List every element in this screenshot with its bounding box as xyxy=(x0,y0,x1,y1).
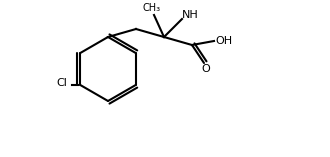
Text: CH₃: CH₃ xyxy=(143,3,161,13)
Text: Cl: Cl xyxy=(57,78,68,88)
Text: NH: NH xyxy=(182,10,198,20)
Text: OH: OH xyxy=(215,36,233,46)
Text: O: O xyxy=(202,64,211,74)
